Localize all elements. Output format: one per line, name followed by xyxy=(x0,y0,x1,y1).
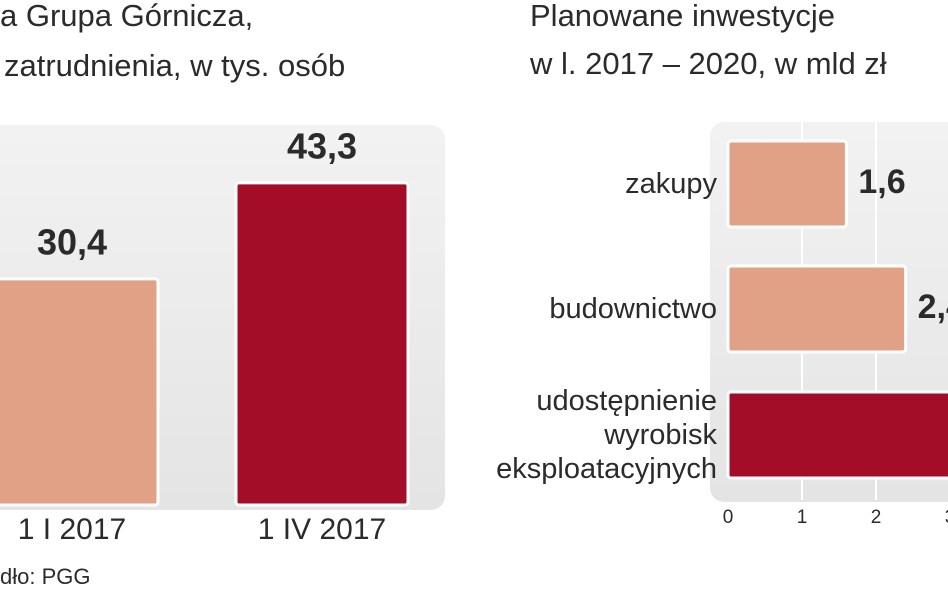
x-tick-label: 3 xyxy=(945,507,948,528)
value-label: 1,6 xyxy=(858,163,905,201)
y-tick-label: udostępnienie wyrobisk eksploatacyjnych xyxy=(496,385,717,485)
y-tick-label: budownictwo xyxy=(549,293,717,325)
value-label: 30,4 xyxy=(37,221,107,262)
x-tick-label: 0 xyxy=(723,507,734,528)
x-tick-label: 1 I 2017 xyxy=(18,513,126,546)
chart-title: w l. 2017 – 2020, w mld zł xyxy=(529,46,887,81)
value-label: 2,4 xyxy=(918,288,948,326)
y-tick-label: zakupy xyxy=(625,168,717,200)
bar xyxy=(234,181,410,507)
chart-title: a Grupa Górnicza, xyxy=(0,0,253,33)
x-tick-label: 1 xyxy=(797,507,808,528)
bar xyxy=(726,264,908,354)
bar xyxy=(726,390,948,480)
chart-title: Planowane inwestycje xyxy=(530,0,835,33)
x-tick-label: 1 IV 2017 xyxy=(258,513,386,546)
chart-title: zatrudnienia, w tys. osób xyxy=(4,48,345,83)
bar xyxy=(0,277,160,507)
bar xyxy=(726,139,848,229)
source: dło: PGG xyxy=(0,564,90,589)
x-tick-label: 2 xyxy=(871,507,882,528)
value-label: 43,3 xyxy=(287,125,357,166)
